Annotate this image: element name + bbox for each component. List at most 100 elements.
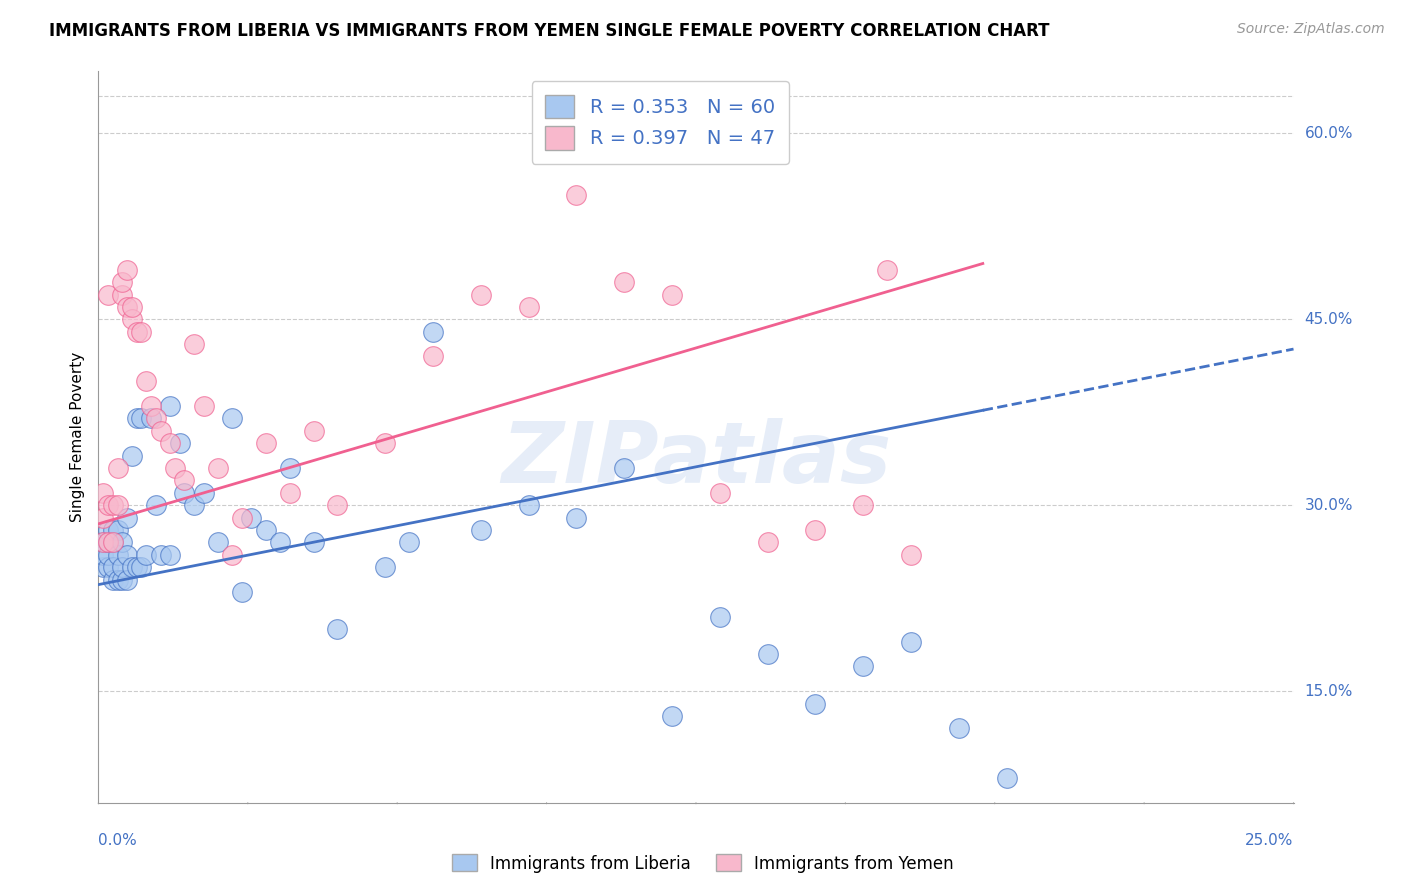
Point <box>91 560 114 574</box>
Point <box>91 486 114 500</box>
Point <box>193 486 215 500</box>
Point <box>107 498 129 512</box>
Point <box>565 188 588 202</box>
Point <box>159 548 181 562</box>
Point <box>159 399 181 413</box>
Point <box>121 449 143 463</box>
Point <box>422 325 444 339</box>
Point <box>221 411 243 425</box>
Point <box>101 535 124 549</box>
Point <box>852 498 875 512</box>
Text: IMMIGRANTS FROM LIBERIA VS IMMIGRANTS FROM YEMEN SINGLE FEMALE POVERTY CORRELATI: IMMIGRANTS FROM LIBERIA VS IMMIGRANTS FR… <box>49 22 1050 40</box>
Point <box>565 510 588 524</box>
Point <box>145 498 167 512</box>
Point <box>470 287 492 301</box>
Text: 30.0%: 30.0% <box>1305 498 1353 513</box>
Y-axis label: Single Female Poverty: Single Female Poverty <box>69 352 84 522</box>
Point <box>804 697 827 711</box>
Point <box>139 399 162 413</box>
Legend: Immigrants from Liberia, Immigrants from Yemen: Immigrants from Liberia, Immigrants from… <box>446 847 960 880</box>
Point <box>111 535 134 549</box>
Text: 60.0%: 60.0% <box>1305 126 1353 141</box>
Point <box>97 535 120 549</box>
Point <box>374 436 396 450</box>
Point <box>101 535 124 549</box>
Point <box>111 560 134 574</box>
Point <box>121 312 143 326</box>
Point <box>183 337 205 351</box>
Text: 15.0%: 15.0% <box>1305 684 1353 698</box>
Point <box>115 262 138 277</box>
Point <box>661 287 683 301</box>
Point <box>97 535 120 549</box>
Point <box>269 535 291 549</box>
Point <box>115 510 138 524</box>
Point <box>876 262 898 277</box>
Point <box>207 461 229 475</box>
Point <box>804 523 827 537</box>
Point <box>101 498 124 512</box>
Point <box>302 424 325 438</box>
Point <box>91 535 114 549</box>
Point <box>709 486 731 500</box>
Point <box>111 275 134 289</box>
Point <box>101 560 124 574</box>
Point <box>101 523 124 537</box>
Point <box>900 548 922 562</box>
Point <box>470 523 492 537</box>
Point <box>121 300 143 314</box>
Text: 25.0%: 25.0% <box>1246 833 1294 848</box>
Point <box>422 350 444 364</box>
Point <box>145 411 167 425</box>
Point <box>661 709 683 723</box>
Point <box>756 647 779 661</box>
Point <box>91 548 114 562</box>
Point <box>115 573 138 587</box>
Point <box>107 548 129 562</box>
Point <box>756 535 779 549</box>
Point <box>111 287 134 301</box>
Point <box>131 411 153 425</box>
Text: Source: ZipAtlas.com: Source: ZipAtlas.com <box>1237 22 1385 37</box>
Point <box>97 548 120 562</box>
Point <box>107 461 129 475</box>
Point <box>135 548 157 562</box>
Point <box>709 610 731 624</box>
Point <box>149 548 172 562</box>
Point <box>183 498 205 512</box>
Point <box>111 573 134 587</box>
Point <box>97 523 120 537</box>
Point <box>169 436 191 450</box>
Point <box>254 436 277 450</box>
Point <box>131 560 153 574</box>
Point <box>125 560 148 574</box>
Point <box>207 535 229 549</box>
Point <box>995 771 1018 785</box>
Point <box>101 573 124 587</box>
Point <box>948 722 970 736</box>
Point <box>97 560 120 574</box>
Point <box>398 535 420 549</box>
Point <box>131 325 153 339</box>
Point <box>97 498 120 512</box>
Point <box>374 560 396 574</box>
Point <box>231 585 253 599</box>
Point <box>278 486 301 500</box>
Point <box>900 634 922 648</box>
Point <box>173 474 195 488</box>
Point <box>135 374 157 388</box>
Point <box>115 300 138 314</box>
Point <box>240 510 263 524</box>
Point <box>254 523 277 537</box>
Text: 0.0%: 0.0% <box>98 833 138 848</box>
Point <box>121 560 143 574</box>
Point <box>159 436 181 450</box>
Point <box>613 275 636 289</box>
Point <box>231 510 253 524</box>
Point <box>107 523 129 537</box>
Point <box>613 461 636 475</box>
Point <box>163 461 186 475</box>
Point <box>302 535 325 549</box>
Point <box>221 548 243 562</box>
Point <box>125 325 148 339</box>
